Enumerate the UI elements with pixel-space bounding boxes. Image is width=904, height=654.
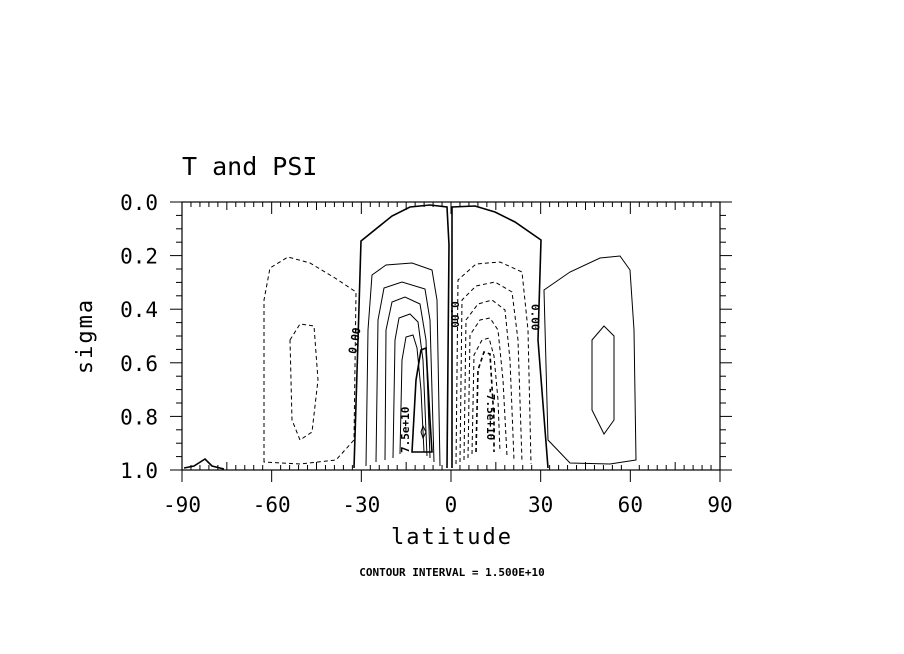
x-tick-label: -60: [253, 493, 291, 517]
x-tick-label: 30: [528, 493, 553, 517]
contour-negative-outer-right: [451, 205, 549, 469]
x-tick-label: 60: [618, 493, 643, 517]
contour-midlat-negative-outer: [263, 256, 357, 465]
contour-label: -7.5e+10: [484, 387, 497, 440]
contour-positive-inner: [420, 424, 427, 440]
y-tick-label: 0.6: [120, 352, 158, 376]
tick-marks: [170, 201, 732, 482]
contour-labels: 0.00 7.5e+10 0.00 -7.5e+10 0.00: [346, 301, 542, 453]
contour-label: 7.5e+10: [399, 407, 412, 453]
contour-positive-1: [365, 262, 441, 467]
plot-frame: [181, 201, 721, 471]
contour-label: 0.00: [529, 304, 542, 331]
chart-title: T and PSI: [182, 152, 317, 181]
x-tick-label: -30: [342, 493, 380, 517]
tick-labels: -90 -60 -30 0 30 60 90 0.0 0.2 0.4 0.6 0.8 1.0: [120, 191, 733, 517]
y-tick-label: 0.2: [120, 245, 158, 269]
y-axis-label: sigma: [73, 298, 98, 374]
contour-midlat-negative-inner: [289, 323, 319, 441]
y-tick-label: 0.8: [120, 405, 158, 429]
contour-positive-outer-left: [353, 204, 450, 469]
contour-label: 0.00: [346, 327, 363, 355]
contour-positive-2: [375, 281, 435, 463]
contour-negative-1: [455, 261, 532, 465]
contour-negative-3: [463, 299, 515, 461]
contour-negative-5: [471, 337, 501, 455]
contour-negative-2: [459, 281, 523, 463]
contour-positive-4: [392, 313, 428, 459]
contour-label: 0.00: [448, 301, 461, 328]
contour-lines: [183, 204, 637, 470]
y-tick-label: 1.0: [120, 459, 158, 483]
contour-negative-peak: [475, 350, 495, 453]
contour-midlat-positive-inner: [591, 325, 615, 435]
contour-positive-peak: [411, 346, 433, 453]
contour-midlat-positive-outer: [543, 255, 637, 465]
x-tick-label: 90: [707, 493, 732, 517]
contour-positive-3: [384, 296, 431, 461]
x-tick-label: 0: [445, 493, 458, 517]
contour-interval-note: CONTOUR INTERVAL = 1.500E+10: [359, 566, 544, 579]
contour-positive-5: [399, 334, 425, 455]
y-tick-label: 0.0: [120, 191, 158, 215]
x-axis-label: latitude: [391, 525, 513, 550]
x-tick-label: -90: [163, 493, 201, 517]
y-tick-label: 0.4: [120, 298, 158, 322]
axes: [181, 201, 721, 471]
